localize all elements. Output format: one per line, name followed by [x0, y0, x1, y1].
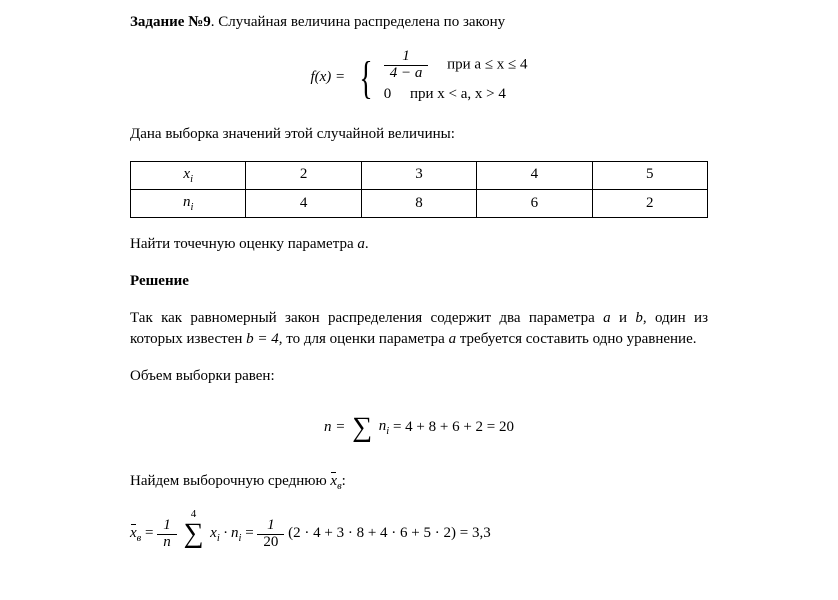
pdf-zero: 0: [384, 86, 392, 102]
volume-label: Объем выборки равен:: [130, 366, 708, 388]
pdf-cond1: при a ≤ x ≤ 4: [447, 56, 527, 72]
table-row: ni 4 8 6 2: [131, 189, 708, 217]
sigma-icon: 4 ∑: [183, 509, 203, 559]
fx-label: f(x) =: [310, 67, 345, 89]
mean-label: Найдем выборочную среднюю xв:: [130, 471, 708, 494]
pdf-cases: 1 4 − a при a ≤ x ≤ 4 0 при x < a, x > 4: [384, 49, 528, 106]
pdf-fraction: 1 4 − a: [384, 49, 429, 82]
task-number: Задание №9: [130, 14, 211, 30]
task-title-rest: . Случайная величина распределена по зак…: [211, 14, 505, 30]
find-text: Найти точечную оценку параметра a.: [130, 234, 708, 256]
pdf-cond2b: x > 4: [475, 86, 506, 102]
mean-equation: xв = 1 n 4 ∑ xi · ni = 1 20 (2 · 4 + 3 ·…: [130, 509, 708, 559]
task-title-line: Задание №9. Случайная величина распредел…: [130, 12, 708, 34]
volume-equation: n = ∑ ni = 4 + 8 + 6 + 2 = 20: [130, 403, 708, 453]
pdf-cond2a: при x < a,: [410, 86, 471, 102]
sample-intro: Дана выборка значений этой случайной вел…: [130, 124, 708, 146]
sample-table: xi 2 3 4 5 ni 4 8 6 2: [130, 161, 708, 218]
table-row: xi 2 3 4 5: [131, 161, 708, 189]
pdf-frac-num: 1: [384, 49, 429, 65]
solution-heading: Решение: [130, 271, 708, 293]
sigma-icon: ∑: [352, 403, 372, 453]
explanation-1: Так как равномерный закон распределения …: [130, 308, 708, 352]
brace-icon: {: [359, 57, 372, 98]
pdf-frac-den: 4 − a: [384, 65, 429, 82]
pdf-definition: f(x) = { 1 4 − a при a ≤ x ≤ 4 0 при x <…: [130, 49, 708, 106]
